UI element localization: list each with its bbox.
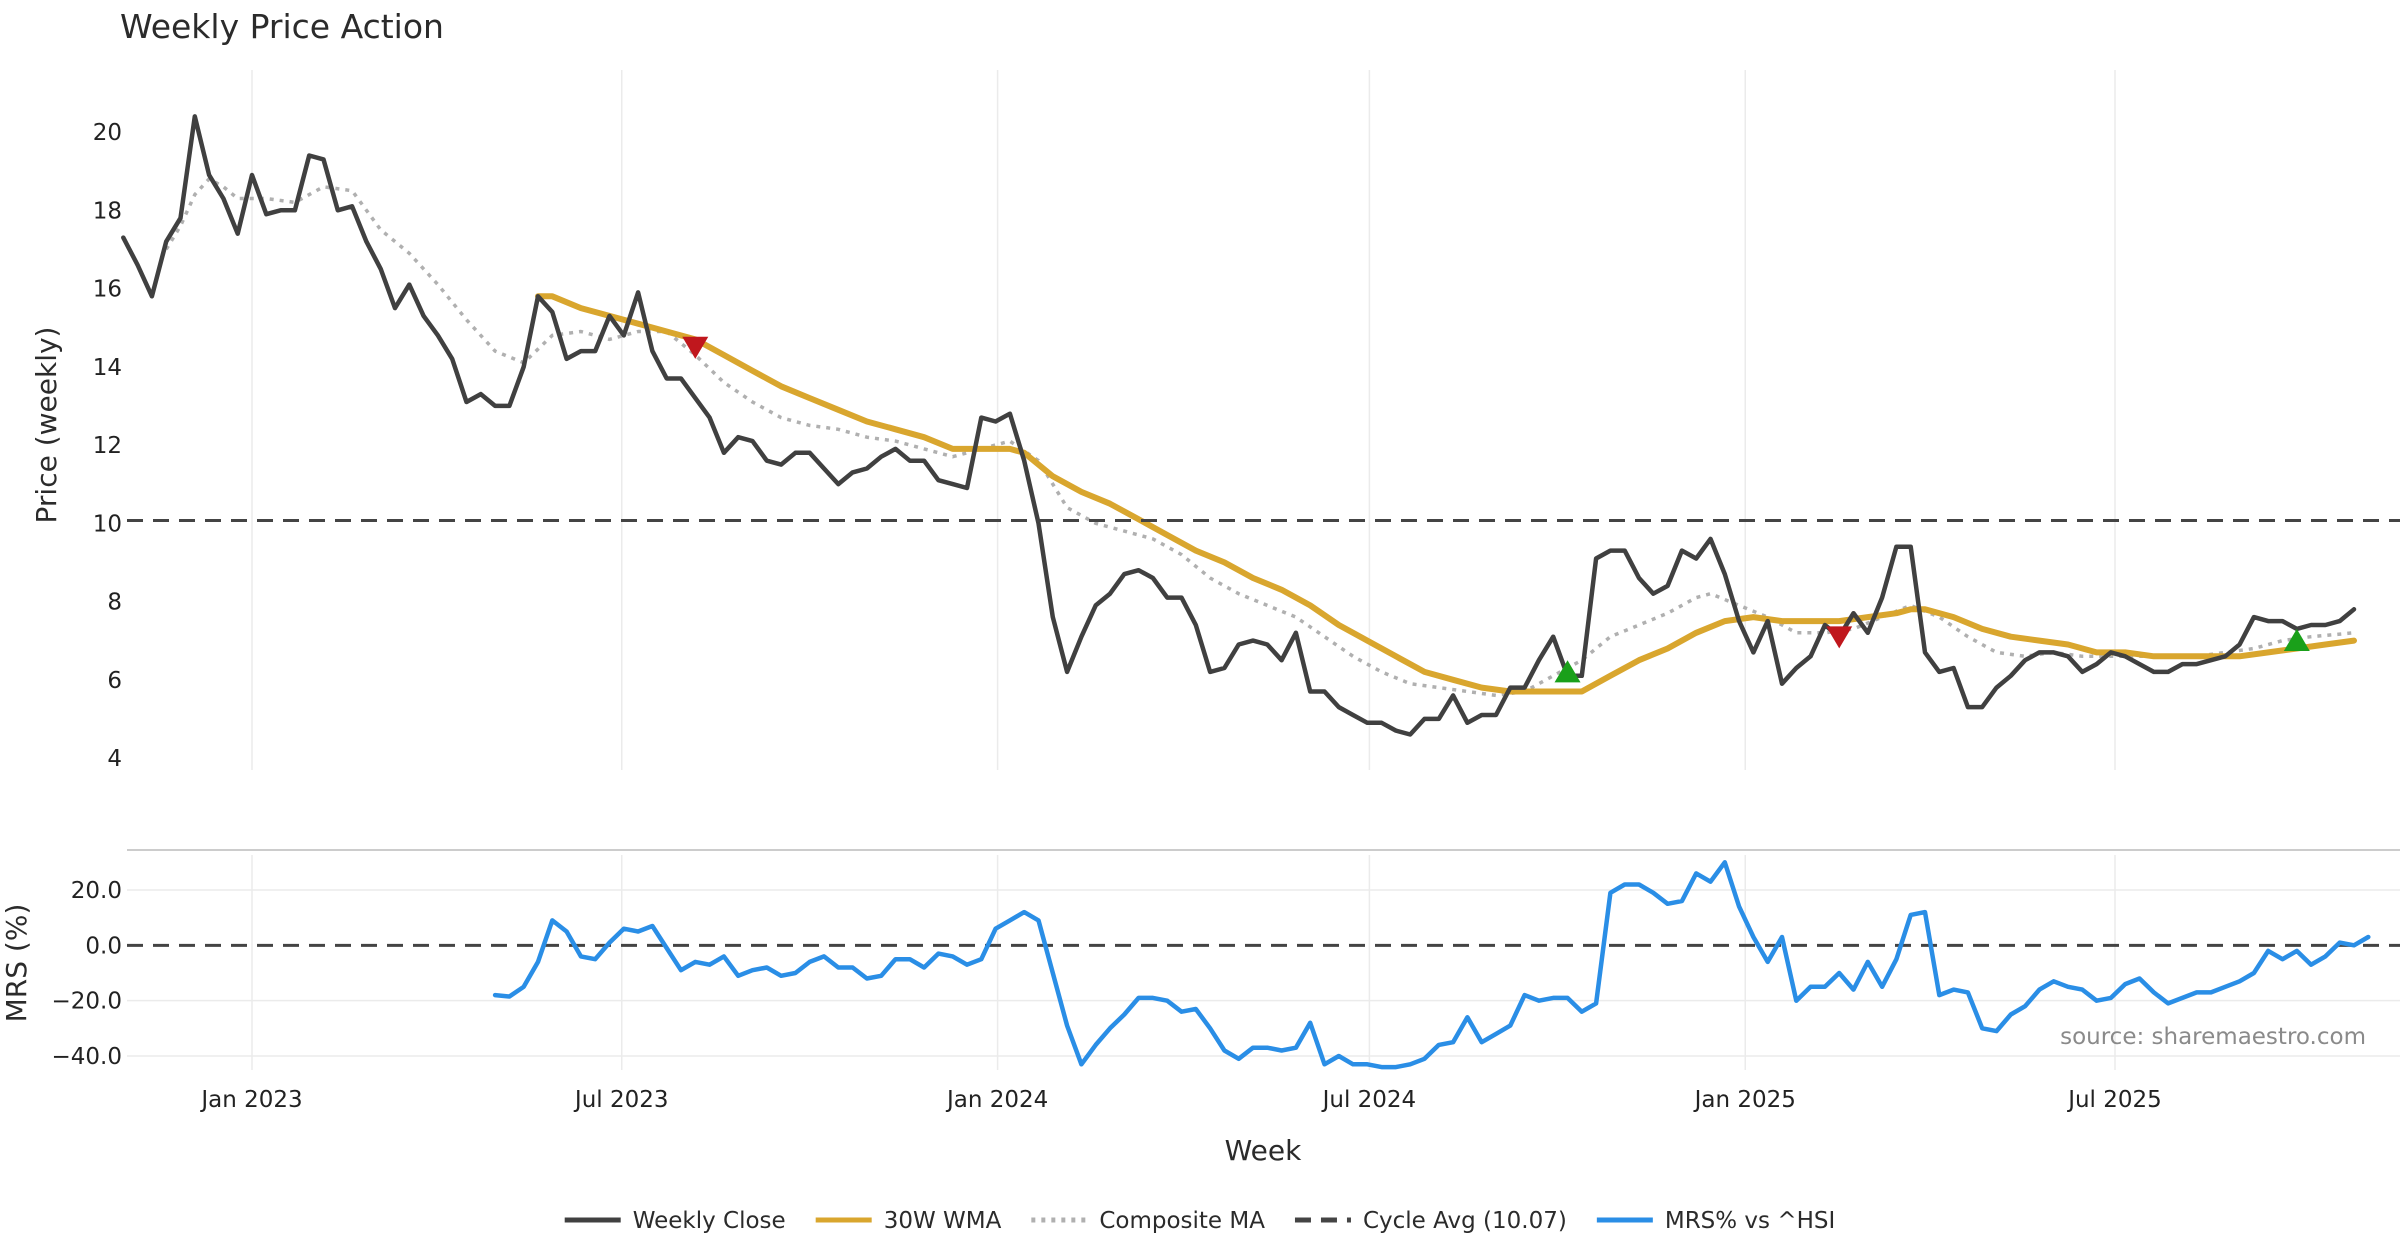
legend-label: Weekly Close — [633, 1208, 786, 1234]
legend-item-mrs-vs-hsi: MRS% vs ^HSI — [1596, 1208, 1835, 1234]
price-y-tick-label: 12 — [93, 433, 122, 459]
price-y-tick-label: 20 — [93, 120, 122, 146]
mrs-y-axis-label: MRS (%) — [0, 904, 33, 1023]
buy-signal-marker — [1554, 660, 1581, 683]
mrs-panel: Jan 2023 Jul 2023 Jan 2024 Jul 2024 Jan 2025… — [52, 849, 2400, 1113]
legend-item-composite-ma: Composite MA — [1031, 1208, 1265, 1234]
mrs-y-tick-label: 20.0 — [71, 878, 122, 904]
legend-label: MRS% vs ^HSI — [1665, 1208, 1835, 1234]
price-y-tick-label: 14 — [93, 355, 122, 381]
price-y-tick-label: 6 — [107, 668, 122, 694]
30w-wma-series-line — [535, 293, 2357, 695]
x-tick-label: Jul 2025 — [2066, 1087, 2162, 1113]
mrs-y-tick-label: 0.0 — [85, 933, 122, 959]
legend-item-30w-wma: 30W WMA — [815, 1208, 1002, 1234]
price-panel: 4 6 8 10 12 14 16 18 20 — [93, 70, 2400, 772]
weekly-close-series-line — [121, 114, 2357, 737]
composite-ma-series-line — [164, 177, 2355, 698]
price-y-axis-label: Price (weekly) — [30, 327, 63, 524]
price-y-tick-label: 4 — [107, 746, 122, 772]
x-tick-label: Jan 2024 — [945, 1087, 1048, 1113]
sell-signal-marker — [682, 336, 709, 359]
price-y-tick-label: 10 — [93, 511, 122, 537]
mrs-vs-hsi-series-line — [492, 860, 2371, 1070]
price-y-tick-label: 18 — [93, 198, 122, 224]
x-tick-label: Jan 2025 — [1693, 1087, 1796, 1113]
legend-item-cycle-avg-10-07: Cycle Avg (10.07) — [1294, 1208, 1567, 1234]
sell-signal-marker — [1826, 626, 1853, 649]
price-y-tick-label: 16 — [93, 277, 122, 303]
source-annotation: source: sharemaestro.com — [2060, 1024, 2366, 1050]
x-tick-label: Jan 2023 — [199, 1087, 302, 1113]
x-tick-label: Jul 2024 — [1321, 1087, 1417, 1113]
chart-title: Weekly Price Action — [120, 7, 444, 46]
mrs-y-tick-label: −40.0 — [52, 1044, 122, 1070]
legend-label: Cycle Avg (10.07) — [1363, 1208, 1567, 1234]
legend-item-weekly-close: Weekly Close — [564, 1208, 786, 1234]
buy-signal-marker — [2283, 628, 2310, 652]
mrs-y-tick-label: −20.0 — [52, 989, 122, 1015]
x-axis-label: Week — [1225, 1134, 1302, 1167]
legend-label: 30W WMA — [884, 1208, 1002, 1234]
x-tick-label: Jul 2023 — [573, 1087, 669, 1113]
legend: Weekly Close 30W WMA Composite MA Cycle Avg… — [564, 1208, 1835, 1234]
price-y-tick-label: 8 — [107, 590, 122, 616]
legend-label: Composite MA — [1099, 1208, 1265, 1234]
